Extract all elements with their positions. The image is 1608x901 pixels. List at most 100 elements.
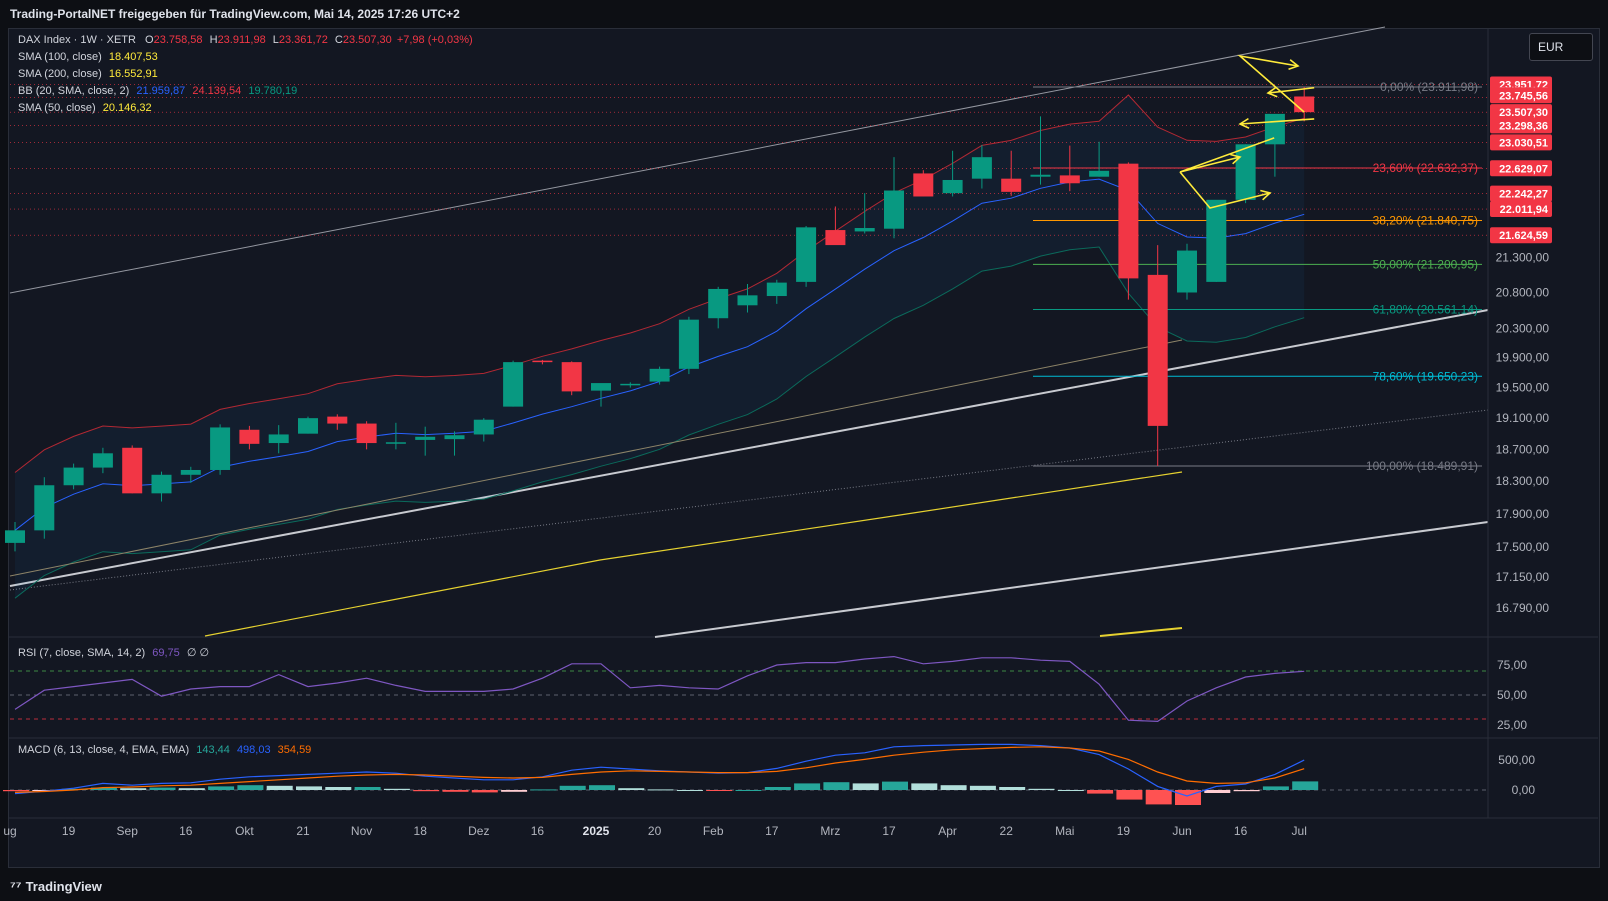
time-axis-label: Sep — [117, 824, 139, 838]
candle-body — [1147, 274, 1168, 426]
time-axis-label: 22 — [1000, 824, 1014, 838]
trendline-middle-channel — [9, 309, 1489, 587]
legend-c-value: 23.507,30 — [342, 34, 392, 46]
candle-body — [649, 368, 670, 382]
macd-histogram-bar — [1028, 788, 1055, 790]
candle-body — [239, 429, 260, 444]
share-header: Trading-PortalNET freigegeben für Tradin… — [0, 0, 1608, 28]
candle-body — [1177, 250, 1197, 293]
projection-arrowhead — [1266, 86, 1278, 98]
candle-body — [356, 423, 377, 444]
legend-rsi-label: RSI (7, close, SMA, 14, 2) — [18, 647, 146, 659]
time-axis-label: Feb — [703, 824, 724, 838]
time-axis-label: 17 — [882, 824, 896, 838]
candle-body — [210, 427, 231, 470]
macd-histogram-bar — [471, 790, 498, 793]
candle-body — [5, 530, 25, 543]
candle-body — [884, 190, 904, 229]
candle-body — [503, 362, 524, 407]
macd-histogram-bar — [676, 790, 703, 791]
fib-level-label: 78,60% (19.650,23) — [1373, 369, 1478, 383]
macd-histogram-bar — [1262, 786, 1289, 790]
time-axis-label: Mai — [1055, 824, 1074, 838]
candle-body — [854, 228, 875, 232]
legend-c-label: C — [334, 34, 343, 46]
legend-sma100-label: SMA (100, close) — [18, 51, 102, 63]
macd-histogram-bar — [120, 788, 147, 790]
candle-body — [151, 474, 172, 494]
macd-histogram-bar — [1233, 790, 1260, 792]
bb-upper-line — [14, 94, 1305, 473]
candle-body — [1001, 178, 1022, 192]
candle-body — [1089, 170, 1110, 177]
rsi-pane: 75,00 50,00 25,00 — [10, 655, 1527, 732]
candle-body — [942, 179, 963, 194]
macd-histogram-bar — [208, 786, 235, 790]
trendline-upper-channel — [9, 26, 1386, 294]
macd-histogram-bar — [354, 787, 381, 790]
candle-body — [1294, 96, 1315, 113]
legend-sma50-value: 20.146,32 — [102, 102, 152, 114]
time-axis-label: 20 — [648, 824, 662, 838]
price-label-text: 21.624,59 — [1499, 230, 1548, 242]
time-axis-label: 19 — [1117, 824, 1131, 838]
legend-rsi: RSI (7, close, SMA, 14, 2) 69,75 ∅ ∅ — [18, 646, 209, 659]
price-label-text: 23.030,51 — [1499, 137, 1548, 149]
legend-macd-macd: 498,03 — [236, 744, 271, 756]
legend-macd-label: MACD (6, 13, close, 4, EMA, EMA) — [18, 744, 190, 756]
projection-arrows — [1179, 54, 1315, 209]
time-axis-label: 2025 — [583, 824, 610, 838]
rsi-axis-tick: 50,00 — [1497, 688, 1527, 702]
macd-histogram-bar — [442, 790, 469, 792]
macd-histogram-bar — [3, 790, 29, 792]
macd-histogram-bar — [589, 785, 615, 790]
price-label-tag — [1490, 227, 1552, 244]
candle-body — [825, 230, 846, 246]
rsi-axis-tick: 25,00 — [1497, 718, 1527, 732]
projection-arrowhead — [1238, 117, 1250, 129]
candle-body — [1206, 199, 1227, 282]
macd-signal-line — [14, 746, 1305, 793]
macd-histogram-bar — [882, 781, 908, 790]
legend-bb-lower: 19.780,19 — [248, 85, 298, 97]
macd-histogram-bar — [383, 788, 410, 790]
legend-rsi-extra: ∅ ∅ — [186, 647, 210, 659]
price-label-text: 23.745,56 — [1499, 90, 1548, 102]
price-label-text: 23.507,30 — [1499, 107, 1548, 119]
bb-lower-line — [14, 246, 1305, 599]
projection-arrowhead — [1288, 59, 1300, 70]
price-axis-tick: 21.300,00 — [1496, 250, 1550, 264]
macd-histogram-bar — [501, 790, 528, 792]
macd-histogram-bar — [969, 785, 996, 790]
time-axis-label: 16 — [179, 824, 193, 838]
bb-band-fill — [15, 95, 1305, 599]
macd-histogram-bar — [1292, 781, 1319, 790]
candle-body — [971, 157, 992, 179]
macd-histogram-bar — [149, 787, 176, 790]
projection-arrowhead — [1230, 153, 1242, 165]
trendlines — [9, 26, 1489, 638]
legend-macd-hist: 143,44 — [196, 744, 230, 756]
macd-axis-tick: 500,00 — [1498, 753, 1535, 767]
candle-body — [913, 173, 934, 197]
share-header-text: Trading-PortalNET freigegeben für Tradin… — [10, 7, 460, 21]
macd-histogram-bar — [764, 787, 791, 790]
legend-symbol: DAX Index · 1W · XETR — [18, 34, 136, 46]
tradingview-logo-icon: ⁷⁷ — [10, 878, 22, 894]
time-axis-label: Okt — [235, 824, 254, 838]
candle-body — [122, 447, 143, 494]
candle-body — [796, 227, 817, 282]
candle-body — [473, 419, 494, 435]
macd-histogram-bar — [794, 783, 821, 790]
currency-selector[interactable]: EUR — [1529, 33, 1593, 61]
time-axis-label: Jun — [1172, 824, 1191, 838]
price-label-text: 23.298,36 — [1499, 120, 1548, 132]
legend-o-label: O — [145, 34, 154, 46]
macd-histogram-bar — [237, 785, 264, 790]
macd-histogram-bar — [325, 787, 352, 790]
candle-body — [63, 467, 84, 486]
projection-path — [1237, 54, 1305, 113]
price-axis-tick: 17.900,00 — [1496, 507, 1550, 521]
sma100-line — [204, 471, 1183, 637]
